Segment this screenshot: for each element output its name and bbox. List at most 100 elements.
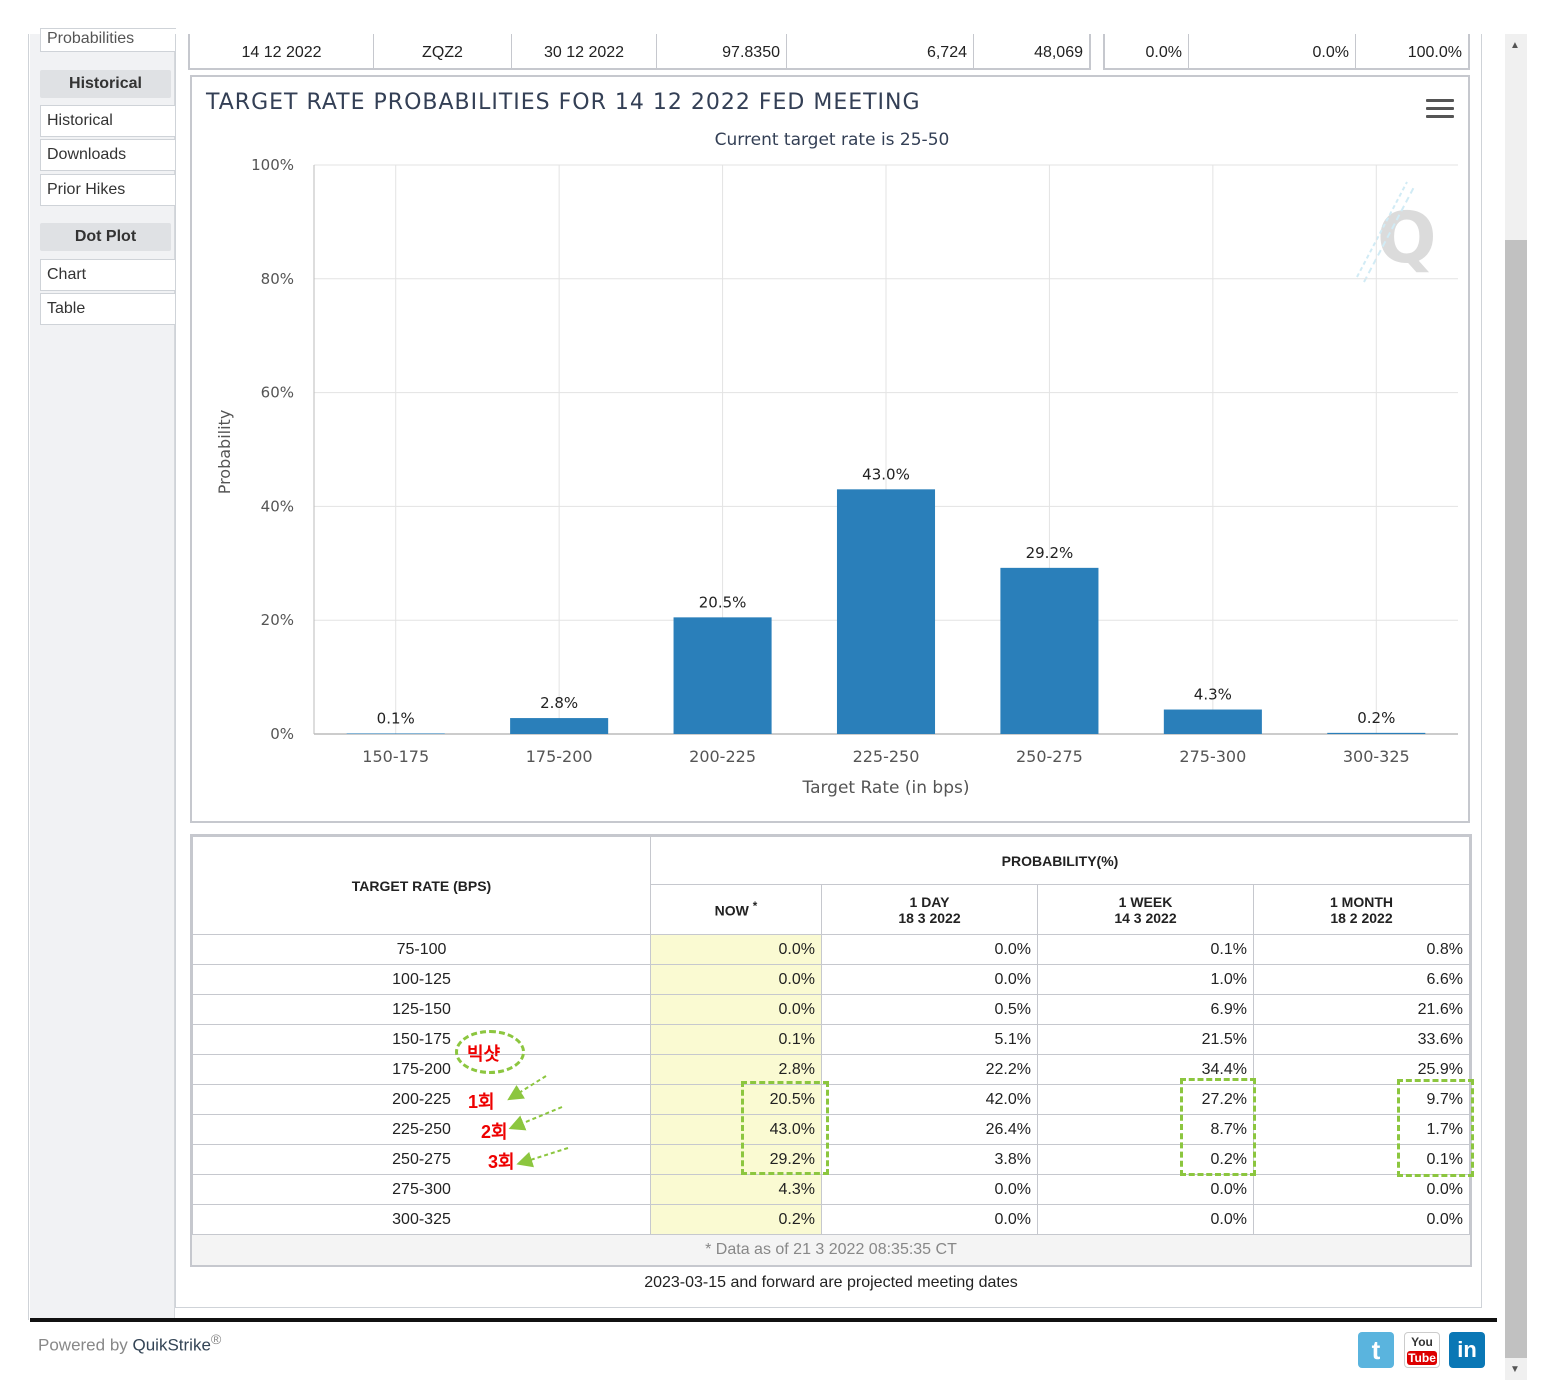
x-tick-label: 275-300 bbox=[1179, 747, 1246, 766]
x-tick-label: 250-275 bbox=[1016, 747, 1083, 766]
prior-oi-cell: 48,069 bbox=[1034, 44, 1083, 61]
bar-data-label: 0.2% bbox=[1357, 709, 1395, 727]
y-tick-label: 0% bbox=[270, 725, 294, 743]
powered-by-text: Powered by QuikStrike® bbox=[38, 1332, 222, 1355]
sidebar-item-historical[interactable]: Historical bbox=[40, 105, 176, 137]
bar-data-label: 2.8% bbox=[540, 694, 578, 712]
target-rate-cell: 125-150 bbox=[192, 994, 651, 1025]
target-rate-cell: 175-200 bbox=[192, 1054, 651, 1085]
sidebar-item-chart[interactable]: Chart bbox=[40, 259, 176, 291]
scrollbar-thumb[interactable] bbox=[1505, 240, 1527, 1358]
probability-cell: 42.0% bbox=[821, 1084, 1038, 1115]
probability-cell: 20.5% bbox=[650, 1084, 822, 1115]
highlight-box-now bbox=[741, 1081, 829, 1175]
probability-cell: 0.1% bbox=[1037, 934, 1254, 965]
highlight-ellipse-bigshot bbox=[455, 1030, 525, 1074]
chart-menu-icon[interactable] bbox=[1426, 99, 1454, 121]
content-panel bbox=[175, 34, 1482, 1308]
x-axis-label: Target Rate (in bps) bbox=[802, 778, 970, 798]
probability-cell: 0.0% bbox=[821, 934, 1038, 965]
highlight-box-1-week bbox=[1180, 1078, 1256, 1176]
target-rate-cell: 150-175 bbox=[192, 1024, 651, 1055]
probability-cell: 26.4% bbox=[821, 1114, 1038, 1145]
ease-cell: 0.0% bbox=[1105, 34, 1189, 68]
target-rate-cell: 75-100 bbox=[192, 934, 651, 965]
table-row: 200-225 20.5% 42.0% 27.2% 9.7% bbox=[192, 1084, 1470, 1115]
scroll-up-arrow-icon[interactable]: ▲ bbox=[1510, 40, 1520, 51]
probability-cell: 6.6% bbox=[1253, 964, 1470, 995]
probability-cell: 21.6% bbox=[1253, 994, 1470, 1025]
probability-cell: 0.0% bbox=[1037, 1204, 1254, 1235]
probability-cell: 25.9% bbox=[1253, 1054, 1470, 1085]
bar-200-225[interactable] bbox=[673, 617, 772, 734]
probability-cell: 0.8% bbox=[1253, 934, 1470, 965]
sidebar-header-dot-plot: Dot Plot bbox=[40, 223, 171, 251]
probability-table: TARGET RATE (BPS) PROBABILITY(%) NOW * 1… bbox=[190, 834, 1472, 1267]
col-header-1-week: 1 WEEK 14 3 2022 bbox=[1037, 884, 1254, 935]
probability-cell: 2.8% bbox=[650, 1054, 822, 1085]
annotation-once: 1회 bbox=[468, 1092, 495, 1112]
probability-cell: 0.0% bbox=[1037, 1174, 1254, 1205]
bar-150-175[interactable] bbox=[346, 733, 445, 734]
probability-cell: 1.0% bbox=[1037, 964, 1254, 995]
no-change-cell: 0.0% bbox=[1189, 34, 1356, 68]
projected-dates-note: 2023-03-15 and forward are projected mee… bbox=[644, 1274, 1018, 1291]
bar-225-250[interactable] bbox=[836, 489, 936, 734]
y-tick-label: 20% bbox=[261, 611, 294, 629]
bar-data-label: 43.0% bbox=[862, 465, 910, 483]
bar-275-300[interactable] bbox=[1163, 709, 1262, 734]
bar-data-label: 4.3% bbox=[1194, 686, 1232, 704]
col-header-1-month: 1 MONTH 18 2 2022 bbox=[1253, 884, 1470, 935]
x-tick-label: 150-175 bbox=[362, 747, 429, 766]
quikstrike-watermark-icon: Q bbox=[1356, 181, 1437, 283]
youtube-icon[interactable]: You Tube bbox=[1404, 1332, 1440, 1368]
bar-175-200[interactable] bbox=[510, 718, 609, 734]
probability-table-body: 75-100 0.0% 0.0% 0.1% 0.8% 100-125 0.0% 0.0% 1.0… bbox=[192, 934, 1470, 1235]
probability-cell: 0.0% bbox=[821, 1204, 1038, 1235]
mid-price-cell: 97.8350 bbox=[657, 34, 787, 68]
y-tick-label: 80% bbox=[261, 270, 294, 288]
sidebar-item-table[interactable]: Table bbox=[40, 293, 176, 325]
table-row: 225-250 43.0% 26.4% 8.7% 1.7% bbox=[192, 1114, 1470, 1145]
linkedin-icon[interactable]: in bbox=[1449, 1332, 1485, 1368]
twitter-icon[interactable]: t bbox=[1358, 1332, 1394, 1368]
chart-subtitle: Current target rate is 25-50 bbox=[715, 130, 950, 150]
contract-cell: ZQZ2 bbox=[374, 34, 512, 68]
probability-summary-row: 0.0% 0.0% 100.0% bbox=[1103, 34, 1470, 70]
table-row: 100-125 0.0% 0.0% 1.0% 6.6% bbox=[192, 964, 1470, 995]
annotation-arrows bbox=[507, 1075, 569, 1168]
probability-cell: 0.1% bbox=[650, 1024, 822, 1055]
chart-title: TARGET RATE PROBABILITIES FOR 14 12 2022… bbox=[205, 90, 921, 115]
table-row: 75-100 0.0% 0.0% 0.1% 0.8% bbox=[192, 934, 1470, 965]
scroll-down-arrow-icon[interactable]: ▼ bbox=[1510, 1364, 1520, 1375]
meeting-info-row: 14 12 2022 ZQZ2 30 12 2022 97.8350 6,724… bbox=[188, 34, 1091, 70]
x-tick-label: 300-325 bbox=[1343, 747, 1410, 766]
probability-cell: 21.5% bbox=[1037, 1024, 1254, 1055]
table-row: 150-175 0.1% 5.1% 21.5% 33.6% bbox=[192, 1024, 1470, 1055]
expires-cell: 30 12 2022 bbox=[512, 34, 657, 68]
quikstrike-link[interactable]: QuikStrike bbox=[132, 1335, 211, 1355]
bar-250-275[interactable] bbox=[1000, 567, 1099, 734]
y-tick-label: 60% bbox=[261, 384, 294, 402]
probability-cell: 0.2% bbox=[650, 1204, 822, 1235]
target-rate-cell: 250-275 bbox=[192, 1144, 651, 1175]
probability-chart: TARGET RATE PROBABILITIES FOR 14 12 2022… bbox=[190, 75, 1470, 823]
target-rate-cell: 100-125 bbox=[192, 964, 651, 995]
sidebar-item-prior-hikes[interactable]: Prior Hikes bbox=[40, 174, 176, 206]
sidebar-item-probabilities[interactable]: Probabilities bbox=[40, 28, 176, 52]
col-header-1-day: 1 DAY 18 3 2022 bbox=[821, 884, 1038, 935]
target-rate-cell: 275-300 bbox=[192, 1174, 651, 1205]
bar-300-325[interactable] bbox=[1327, 732, 1426, 734]
highlight-box-1-month bbox=[1397, 1079, 1474, 1177]
annotation-thrice: 3회 bbox=[488, 1152, 515, 1172]
table-row: 300-325 0.2% 0.0% 0.0% 0.0% bbox=[192, 1204, 1470, 1235]
probability-cell: 0.0% bbox=[650, 994, 822, 1025]
chart-svg: TARGET RATE PROBABILITIES FOR 14 12 2022… bbox=[205, 90, 1458, 798]
hike-cell: 100.0% bbox=[1407, 44, 1462, 61]
sidebar-item-downloads[interactable]: Downloads bbox=[40, 139, 176, 171]
probability-cell: 0.0% bbox=[650, 964, 822, 995]
bar-data-label: 29.2% bbox=[1026, 544, 1074, 562]
x-tick-label: 200-225 bbox=[689, 747, 756, 766]
col-header-target-rate: TARGET RATE (BPS) bbox=[192, 836, 651, 935]
probability-cell: 5.1% bbox=[821, 1024, 1038, 1055]
